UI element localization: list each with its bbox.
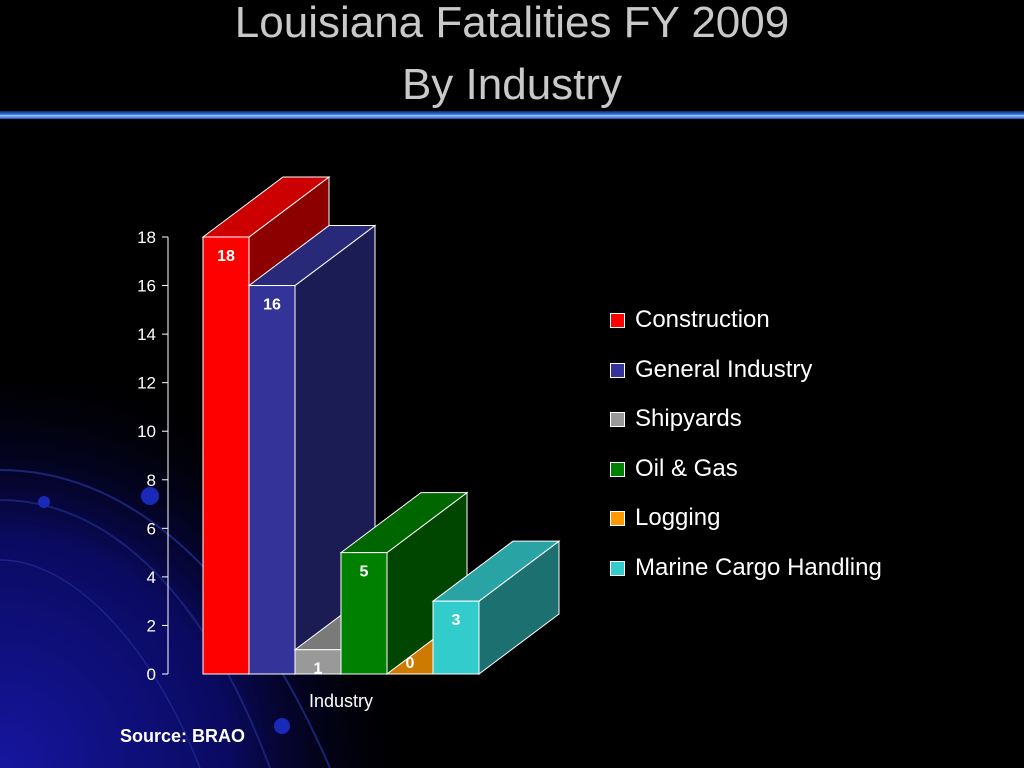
slide-title-line-1: Louisiana Fatalities FY 2009 — [234, 0, 790, 47]
y-tick-label: 4 — [147, 568, 156, 587]
bar-data-label: 18 — [217, 248, 235, 265]
bar-data-label: 1 — [314, 661, 323, 678]
legend-item: General Industry — [610, 356, 882, 406]
source-note: Source: BRAO — [120, 726, 246, 746]
legend-label: Construction — [635, 306, 770, 333]
bar-front-face — [202, 236, 250, 675]
bar-front-face — [432, 600, 480, 675]
legend-swatch — [610, 511, 625, 527]
y-tick-label: 10 — [137, 422, 156, 441]
bar-data-label: 16 — [263, 297, 281, 314]
bar-data-label: 3 — [452, 612, 461, 629]
legend-item: Construction — [610, 306, 882, 356]
legend-item: Logging — [610, 504, 882, 554]
legend-label: Logging — [635, 504, 721, 532]
legend-swatch — [610, 461, 625, 477]
title-divider — [0, 111, 1024, 119]
y-tick-label: 12 — [137, 374, 156, 393]
x-axis-label: Industry — [309, 691, 373, 711]
y-tick-label: 6 — [147, 519, 156, 538]
y-tick-label: 0 — [147, 665, 156, 684]
legend-label: Shipyards — [635, 405, 742, 433]
y-tick-label: 2 — [147, 616, 156, 635]
legend-label: General Industry — [635, 355, 813, 383]
y-tick-label: 14 — [137, 325, 156, 344]
legend-label: Marine Cargo Handling — [635, 553, 882, 581]
legend-item: Shipyards — [610, 405, 882, 455]
chart-legend: Construction General Industry Shipyards Oil… — [610, 306, 882, 604]
legend-item: Marine Cargo Handling — [610, 554, 882, 604]
bar-front-face — [340, 552, 388, 675]
legend-item: Oil & Gas — [610, 455, 882, 505]
bar-marine-cargo-handling: 3 — [431, 540, 561, 675]
legend-swatch — [610, 560, 625, 576]
y-tick-label: 18 — [137, 228, 156, 247]
y-tick-label: 8 — [147, 471, 156, 490]
legend-swatch — [610, 412, 625, 428]
bar-data-label: 0 — [406, 655, 415, 672]
bar-front-face — [248, 285, 296, 675]
legend-label: Oil & Gas — [635, 454, 738, 482]
legend-swatch — [610, 313, 625, 328]
slide-title-line-2: By Industry — [401, 60, 623, 109]
bar-data-label: 5 — [360, 564, 369, 581]
y-tick-label: 16 — [137, 277, 156, 296]
legend-swatch — [610, 362, 625, 378]
